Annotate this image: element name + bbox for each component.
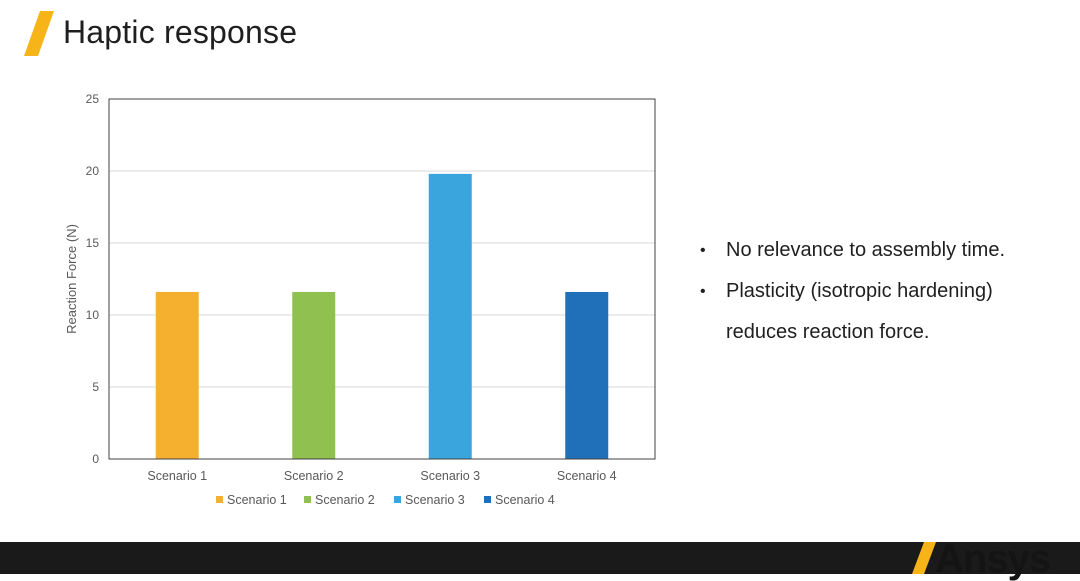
legend-label: Scenario 4: [495, 493, 555, 507]
legend-swatch: [304, 496, 311, 503]
ansys-logo-slash-icon: [912, 542, 936, 574]
bullet-item-relevance: • No relevance to assembly time.: [698, 230, 1068, 271]
plot-frame: [108, 98, 656, 460]
y-tick-label: 20: [86, 164, 100, 178]
legend-swatch: [394, 496, 401, 503]
legend-label: Scenario 2: [315, 493, 375, 507]
bullet-list: • No relevance to assembly time. • Plast…: [698, 230, 1068, 353]
bar-scenario-1: [155, 291, 199, 459]
legend-swatch: [484, 496, 491, 503]
y-tick-label: 10: [86, 308, 100, 322]
y-tick-label: 5: [92, 380, 99, 394]
x-tick-label: Scenario 4: [557, 469, 617, 483]
ansys-logo-text: Ansys: [935, 537, 1051, 581]
bar-scenario-2: [292, 291, 336, 459]
x-tick-label: Scenario 2: [284, 469, 344, 483]
bar-scenario-3: [428, 173, 472, 459]
bullet-text: No relevance to assembly time.: [726, 239, 1006, 261]
legend-label: Scenario 3: [405, 493, 465, 507]
x-tick-label: Scenario 1: [147, 469, 207, 483]
title-accent-slash-icon: [24, 11, 54, 56]
footer-bar: [0, 542, 1080, 574]
legend-label: Scenario 1: [227, 493, 287, 507]
y-tick-label: 0: [92, 452, 99, 466]
slide-title: Haptic response: [63, 14, 298, 50]
reaction-force-bar-chart: 0 5 10 15 20 25 Scenario 1 Scenario 2 Scenario 3…: [64, 92, 656, 507]
bullet-dot-icon: •: [700, 283, 706, 300]
y-tick-label: 15: [86, 236, 100, 250]
bullet-dot-icon: •: [700, 242, 706, 259]
bullet-text: Plasticity (isotropic hardening) reduces…: [726, 280, 993, 343]
legend-swatch: [216, 496, 223, 503]
y-tick-label: 25: [86, 92, 100, 106]
ansys-logo: Ansys: [912, 532, 1062, 581]
bullet-item-plasticity: • Plasticity (isotropic hardening) reduc…: [698, 271, 1068, 353]
bar-scenario-4: [565, 291, 609, 459]
x-tick-label: Scenario 3: [420, 469, 480, 483]
y-axis-label: Reaction Force (N): [64, 224, 79, 334]
